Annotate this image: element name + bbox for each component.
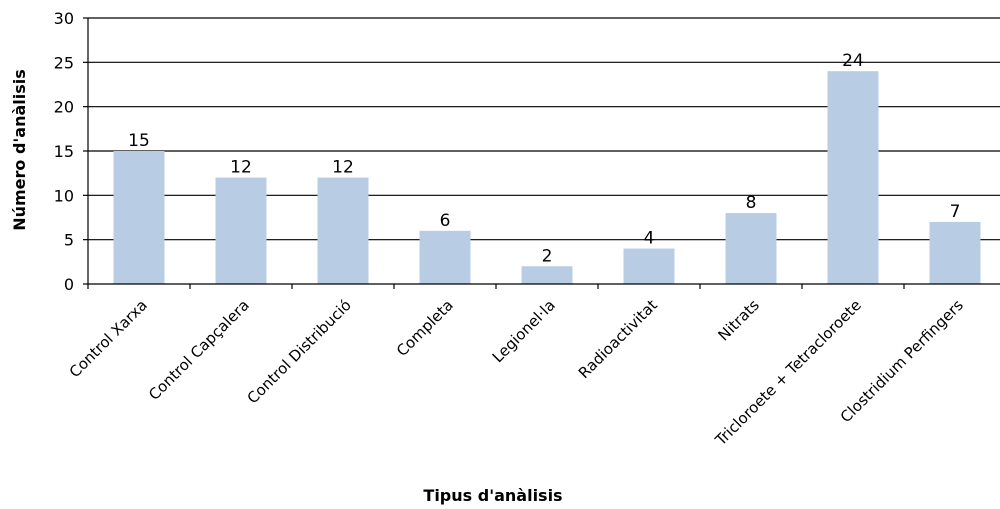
data-label: 6 <box>440 211 451 231</box>
data-label: 12 <box>332 158 354 178</box>
category-label: Completa <box>393 296 457 360</box>
bar <box>113 151 165 284</box>
data-label: 2 <box>542 246 553 266</box>
bar <box>623 248 675 284</box>
category-label: Control Capçalera <box>145 296 253 404</box>
bar <box>419 230 471 284</box>
y-tick-labels: 0 5 10 15 20 25 30 <box>54 9 74 294</box>
data-label: 4 <box>644 229 655 249</box>
bar <box>929 221 981 284</box>
bar <box>521 266 573 284</box>
category-label: Radioactivitat <box>575 296 661 382</box>
y-tick-label: 30 <box>54 9 74 28</box>
data-label: 7 <box>950 202 961 222</box>
category-label: Legionel·la <box>489 296 559 366</box>
data-label: 12 <box>230 158 252 178</box>
y-tick-label: 15 <box>54 142 74 161</box>
y-tick-label: 20 <box>54 98 74 117</box>
category-label: Nitrats <box>715 296 763 344</box>
x-axis-title: Tipus d'anàlisis <box>423 486 562 505</box>
data-label: 15 <box>128 131 150 151</box>
bar <box>317 177 369 284</box>
category-label: Control Xarxa <box>66 296 151 381</box>
bar <box>827 71 879 284</box>
data-label: 8 <box>746 193 757 213</box>
axes <box>83 17 1000 289</box>
y-tick-label: 0 <box>64 275 74 294</box>
y-tick-label: 5 <box>64 231 74 250</box>
y-axis-title: Número d'anàlisis <box>10 69 29 231</box>
data-label: 24 <box>842 51 864 71</box>
category-label: Control Distribució <box>244 296 355 407</box>
y-tick-label: 10 <box>54 186 74 205</box>
bars <box>113 71 981 284</box>
bar <box>215 177 267 284</box>
bar <box>725 213 777 284</box>
y-tick-label: 25 <box>54 53 74 72</box>
